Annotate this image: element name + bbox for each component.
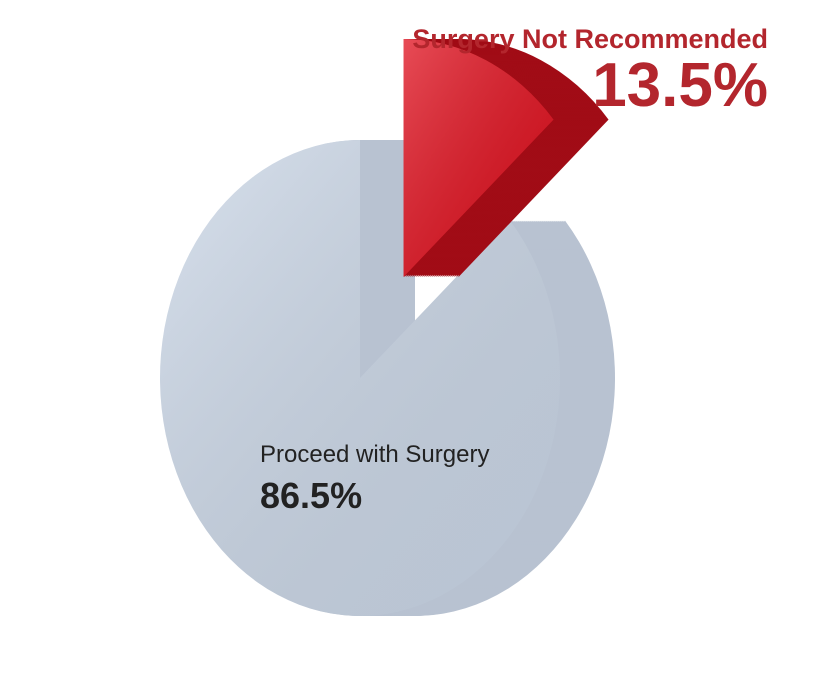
- slice-label: Surgery Not Recommended: [412, 24, 768, 54]
- slice-shine: [403, 38, 554, 277]
- slice-label: Proceed with Surgery: [260, 441, 489, 468]
- value-label: 86.5%: [260, 475, 362, 516]
- value-label: 13.5%: [592, 51, 768, 120]
- pie: [159, 38, 615, 616]
- slice-shine: [159, 140, 560, 616]
